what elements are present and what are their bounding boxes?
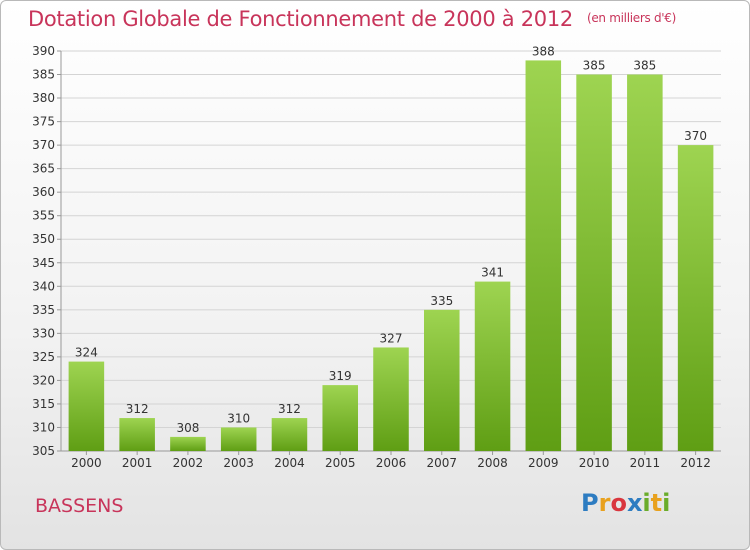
y-tick-label: 305 bbox=[32, 444, 55, 458]
data-label: 385 bbox=[633, 59, 656, 73]
logo-letter: o bbox=[610, 489, 627, 517]
data-label: 312 bbox=[278, 402, 301, 416]
proxiti-logo: Proxiti bbox=[581, 489, 670, 517]
x-tick-label: 2006 bbox=[376, 456, 407, 470]
city-name: BASSENS bbox=[35, 495, 124, 517]
bars bbox=[68, 60, 714, 451]
data-label: 327 bbox=[380, 331, 403, 345]
data-label: 308 bbox=[176, 421, 199, 435]
bar bbox=[525, 60, 562, 451]
x-tick-label: 2008 bbox=[477, 456, 508, 470]
x-tick-label: 2001 bbox=[122, 456, 153, 470]
y-tick-label: 365 bbox=[32, 162, 55, 176]
bar bbox=[424, 309, 460, 451]
y-tick-label: 335 bbox=[32, 303, 55, 317]
bar bbox=[271, 418, 308, 451]
bar bbox=[677, 145, 714, 451]
data-label: 370 bbox=[684, 129, 707, 143]
x-tick-label: 2000 bbox=[71, 456, 102, 470]
data-label: 388 bbox=[532, 44, 555, 58]
bar bbox=[576, 74, 612, 451]
y-tick-label: 325 bbox=[32, 350, 55, 364]
y-tick-label: 360 bbox=[32, 185, 55, 199]
y-tick-label: 320 bbox=[32, 373, 55, 387]
data-label: 385 bbox=[583, 59, 606, 73]
bar bbox=[220, 427, 257, 451]
chart-subtitle: (en milliers d'€) bbox=[586, 11, 676, 25]
data-label: 310 bbox=[227, 411, 250, 425]
data-label: 324 bbox=[75, 346, 98, 360]
data-label: 341 bbox=[481, 266, 504, 280]
y-tick-label: 310 bbox=[32, 420, 55, 434]
x-tick-label: 2012 bbox=[680, 456, 711, 470]
y-tick-label: 390 bbox=[32, 44, 55, 58]
x-tick-label: 2005 bbox=[325, 456, 356, 470]
data-label: 319 bbox=[329, 369, 352, 383]
x-tick-label: 2009 bbox=[528, 456, 559, 470]
bar bbox=[474, 281, 511, 451]
y-tick-label: 375 bbox=[32, 115, 55, 129]
y-tick-label: 380 bbox=[32, 91, 55, 105]
y-tick-label: 340 bbox=[32, 279, 55, 293]
bar bbox=[68, 361, 105, 451]
labels: 305 310 315 320 325 330 335 340 345 350 355 360 365 3… bbox=[32, 44, 711, 470]
logo-letter: P bbox=[581, 489, 599, 517]
chart-title: Dotation Globale de Fonctionnement de 20… bbox=[28, 7, 676, 31]
logo-letter: r bbox=[598, 489, 611, 517]
logo-letter: t bbox=[650, 489, 663, 517]
x-tick-label: 2011 bbox=[630, 456, 661, 470]
logo-letter: i bbox=[642, 489, 651, 517]
data-label: 312 bbox=[126, 402, 149, 416]
y-tick-label: 385 bbox=[32, 68, 55, 82]
logo-letter: x bbox=[626, 489, 643, 517]
y-tick-label: 345 bbox=[32, 256, 55, 270]
bar bbox=[170, 436, 206, 451]
bar bbox=[119, 418, 155, 451]
bar bbox=[627, 74, 663, 451]
y-tick-label: 330 bbox=[32, 326, 55, 340]
bar bbox=[373, 347, 409, 451]
y-tick-label: 370 bbox=[32, 138, 55, 152]
chart-title-text: Dotation Globale de Fonctionnement de 20… bbox=[28, 7, 573, 31]
x-tick-label: 2007 bbox=[426, 456, 457, 470]
logo-letter: i bbox=[662, 489, 671, 517]
x-tick-label: 2004 bbox=[274, 456, 305, 470]
x-tick-label: 2010 bbox=[579, 456, 610, 470]
data-label: 335 bbox=[430, 294, 453, 308]
y-tick-label: 315 bbox=[32, 397, 55, 411]
y-tick-label: 350 bbox=[32, 232, 55, 246]
bar bbox=[322, 385, 358, 451]
x-tick-label: 2002 bbox=[173, 456, 204, 470]
x-tick-label: 2003 bbox=[223, 456, 254, 470]
y-tick-label: 355 bbox=[32, 209, 55, 223]
